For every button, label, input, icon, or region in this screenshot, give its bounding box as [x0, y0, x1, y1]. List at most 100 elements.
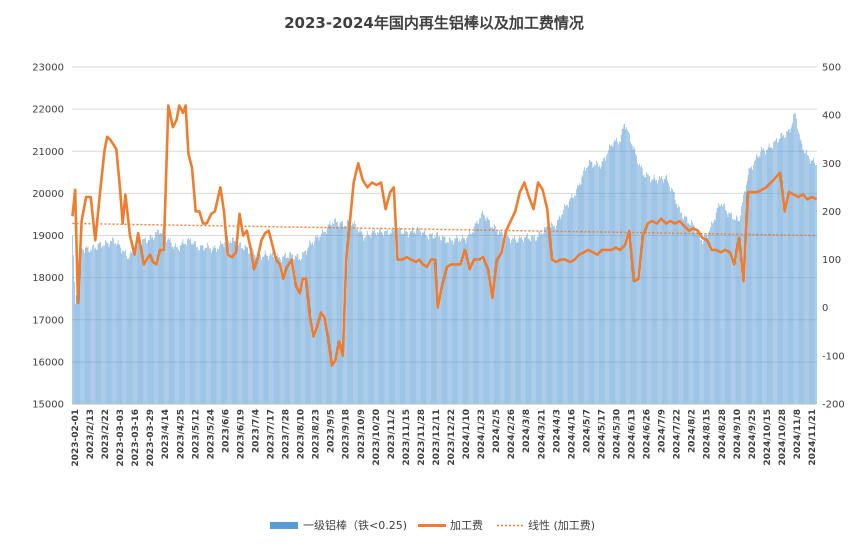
bar — [259, 252, 260, 404]
x-tick-label: 2024/9/25 — [748, 409, 758, 459]
bar — [252, 250, 254, 404]
bar — [338, 227, 340, 404]
bar — [644, 177, 646, 404]
bar — [677, 208, 679, 404]
bar — [786, 131, 787, 404]
bar — [670, 191, 671, 404]
bar — [100, 241, 102, 404]
bar — [504, 237, 506, 404]
bar — [291, 254, 292, 404]
bar — [192, 242, 194, 404]
bar — [628, 132, 629, 404]
bar — [771, 147, 773, 405]
bar — [231, 243, 232, 404]
x-tick-label: 2023/11/2 — [387, 409, 397, 459]
bar — [640, 166, 641, 404]
bar — [159, 232, 161, 404]
x-tick-label: 2024/11/21 — [808, 409, 818, 466]
bar — [815, 165, 816, 404]
bar — [229, 242, 230, 404]
left-axis: 15000 16000 17000 18000 19000 20000 21000 22000… — [32, 63, 64, 411]
bar — [145, 237, 146, 404]
bar — [797, 128, 798, 404]
bar — [181, 242, 183, 404]
bar — [745, 191, 746, 404]
bar — [779, 139, 781, 404]
bar — [810, 160, 812, 404]
bar — [392, 227, 394, 404]
bar — [741, 206, 742, 404]
bar — [146, 243, 147, 404]
bar — [649, 176, 650, 404]
bar — [205, 247, 206, 404]
bar — [164, 235, 165, 404]
bar — [116, 243, 118, 404]
bar — [509, 238, 511, 404]
bar — [81, 247, 82, 404]
bar — [407, 232, 408, 404]
bar — [575, 195, 576, 404]
bar — [177, 247, 178, 404]
bar — [195, 241, 196, 404]
bar — [750, 167, 752, 404]
x-tick-label: 2023/12/22 — [447, 409, 457, 466]
bar — [436, 232, 437, 404]
bar — [752, 169, 753, 404]
bar — [769, 147, 771, 404]
bar — [99, 242, 101, 404]
bar — [305, 250, 306, 404]
bar — [742, 202, 743, 404]
y-right-tick-label: -200 — [822, 400, 845, 411]
bar — [693, 225, 694, 404]
bar — [347, 219, 348, 404]
bar — [646, 171, 647, 404]
x-tick-label: 2023/7/17 — [267, 409, 277, 459]
bar — [650, 182, 651, 404]
bar — [589, 160, 591, 404]
bar — [194, 240, 196, 404]
bar — [283, 256, 284, 404]
bar — [331, 225, 332, 404]
bar — [612, 146, 614, 405]
bar — [625, 129, 626, 404]
bar — [504, 236, 505, 404]
bar — [466, 238, 468, 404]
y-left-tick-label: 19000 — [32, 231, 64, 242]
bar — [664, 179, 666, 404]
bar — [737, 221, 739, 404]
bar — [583, 170, 584, 404]
bar — [90, 249, 91, 404]
bar — [178, 249, 179, 404]
bar — [302, 251, 303, 404]
bar — [756, 156, 758, 404]
bar — [783, 134, 784, 404]
bar — [659, 176, 660, 404]
bar — [243, 250, 245, 404]
bar — [74, 281, 75, 404]
bar — [132, 250, 133, 404]
bar — [129, 254, 131, 404]
y-right-tick-label: 0 — [822, 303, 828, 314]
bar — [130, 251, 132, 404]
bar — [80, 242, 81, 404]
bar — [597, 162, 598, 404]
bar — [276, 255, 278, 404]
bar — [384, 230, 385, 404]
bar — [160, 233, 162, 404]
bar — [789, 132, 791, 404]
bar — [352, 222, 353, 404]
bar — [241, 248, 242, 404]
bar — [760, 151, 762, 404]
bar — [354, 220, 355, 404]
bar — [785, 137, 786, 404]
bar — [685, 216, 687, 404]
bar — [431, 234, 432, 404]
bar — [410, 231, 412, 404]
bar — [133, 253, 134, 404]
bar — [326, 227, 328, 404]
bar — [517, 242, 519, 404]
bar — [462, 237, 464, 404]
bar — [120, 247, 122, 404]
bar — [745, 184, 747, 404]
y-left-tick-label: 21000 — [32, 147, 64, 158]
